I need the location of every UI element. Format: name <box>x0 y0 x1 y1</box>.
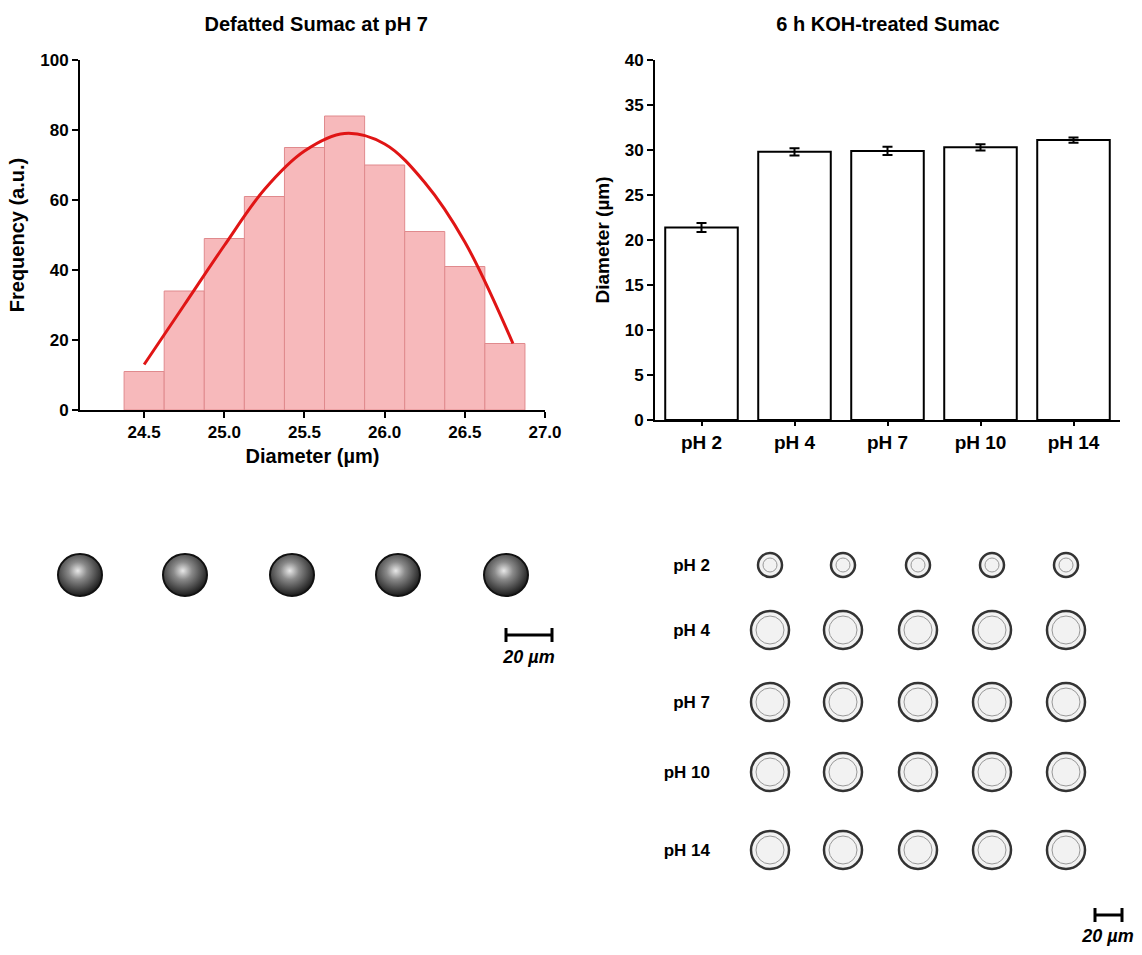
svg-text:pH 7: pH 7 <box>867 432 908 453</box>
svg-text:24.5: 24.5 <box>128 423 161 442</box>
svg-text:Diameter (µm): Diameter (µm) <box>246 445 380 467</box>
svg-text:20: 20 <box>50 331 69 350</box>
svg-text:15: 15 <box>625 276 644 295</box>
svg-text:20 µm: 20 µm <box>502 647 554 667</box>
svg-text:5: 5 <box>634 366 643 385</box>
svg-text:60: 60 <box>50 191 69 210</box>
svg-text:25.0: 25.0 <box>208 423 241 442</box>
svg-text:35: 35 <box>625 96 644 115</box>
svg-text:40: 40 <box>50 261 69 280</box>
svg-text:6 h KOH-treated Sumac: 6 h KOH-treated Sumac <box>776 13 999 35</box>
svg-text:pH 2: pH 2 <box>681 432 722 453</box>
svg-text:20 µm: 20 µm <box>1081 926 1133 946</box>
svg-text:25.5: 25.5 <box>288 423 321 442</box>
svg-text:pH 4: pH 4 <box>673 621 710 640</box>
svg-text:pH 4: pH 4 <box>774 432 816 453</box>
svg-text:30: 30 <box>625 141 644 160</box>
svg-text:25: 25 <box>625 186 644 205</box>
svg-text:pH 7: pH 7 <box>673 693 710 712</box>
svg-text:26.0: 26.0 <box>368 423 401 442</box>
svg-text:pH 10: pH 10 <box>664 763 710 782</box>
svg-text:Frequency (a.u.): Frequency (a.u.) <box>6 158 28 312</box>
svg-text:100: 100 <box>40 51 68 70</box>
svg-text:Defatted Sumac at pH 7: Defatted Sumac at pH 7 <box>205 13 428 35</box>
svg-text:80: 80 <box>50 121 69 140</box>
svg-text:pH 10: pH 10 <box>955 432 1007 453</box>
svg-text:0: 0 <box>634 411 643 430</box>
svg-text:20: 20 <box>625 231 644 250</box>
svg-text:40: 40 <box>625 51 644 70</box>
svg-text:pH 2: pH 2 <box>673 556 710 575</box>
svg-text:Diameter (µm): Diameter (µm) <box>592 176 613 303</box>
svg-text:pH 14: pH 14 <box>664 841 711 860</box>
svg-text:pH 14: pH 14 <box>1048 432 1100 453</box>
svg-text:0: 0 <box>59 401 68 420</box>
svg-text:27.0: 27.0 <box>528 423 561 442</box>
svg-text:26.5: 26.5 <box>448 423 481 442</box>
svg-text:10: 10 <box>625 321 644 340</box>
